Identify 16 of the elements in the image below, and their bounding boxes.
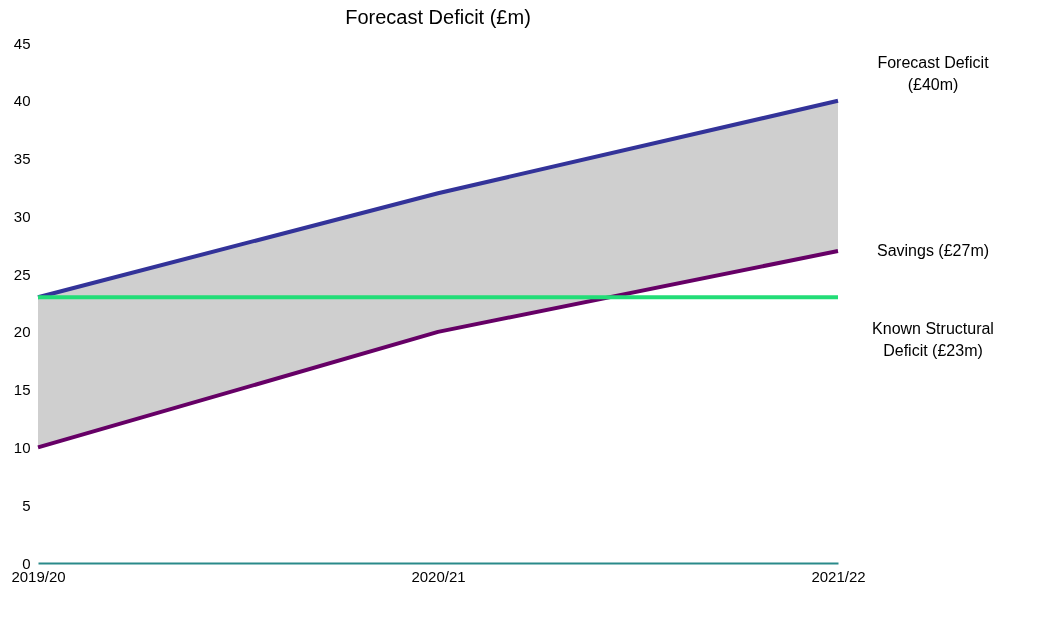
x-tick-label: 2021/22 [811,567,866,585]
y-tick-label: 45 [13,34,31,52]
chart-title: Forecast Deficit (£m) [345,6,531,28]
text: Savings (£27m) [876,242,990,259]
y-tick-label: 15 [13,381,31,399]
y-tick-label: 10 [13,438,31,456]
text: Forecast Deficit (£40m) [877,53,990,93]
text: Known Structural Deficit (£23m) [872,320,994,360]
y-tick-label: 35 [13,150,31,168]
y-tick-label: 20 [13,323,31,341]
y-tick-label: 0 [22,554,31,572]
x-tick-label: 2020/21 [411,567,466,585]
y-tick-label: 25 [13,265,31,283]
y-tick-label: 5 [22,496,31,514]
y-tick-label: 30 [13,207,31,225]
y-tick-label: 40 [13,92,31,110]
